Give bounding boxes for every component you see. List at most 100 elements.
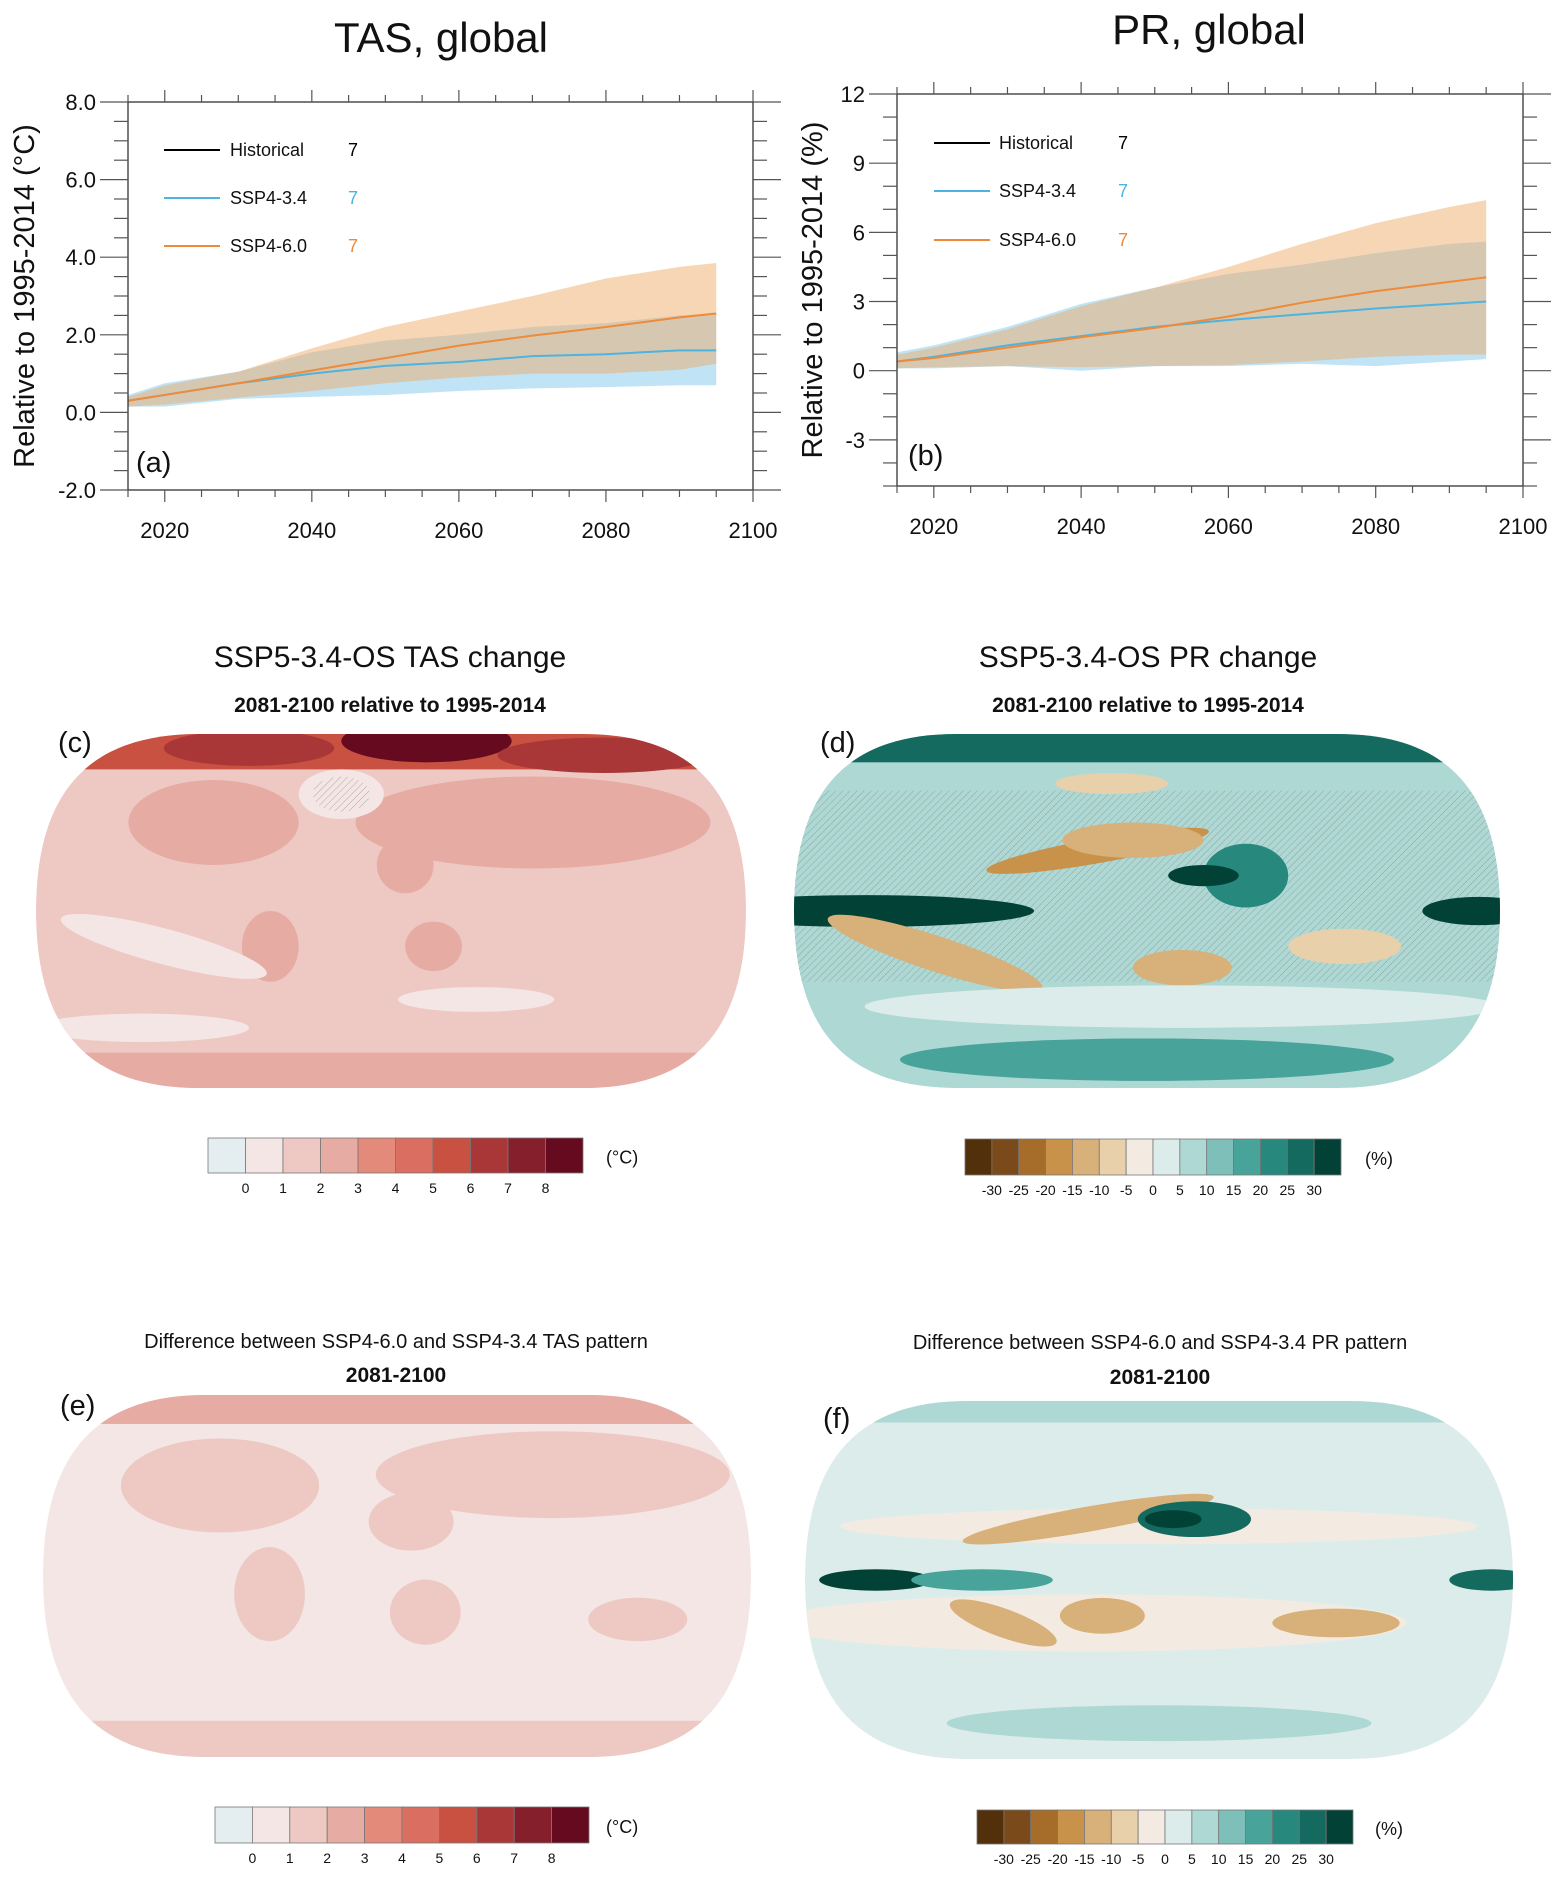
map-region — [911, 1569, 1053, 1591]
colorbar-swatch — [357, 1137, 396, 1174]
panel-label: (b) — [908, 440, 943, 472]
legend-label: Historical — [230, 140, 304, 160]
x-tick-label: 2020 — [909, 514, 958, 539]
colorbar-tick-label: 1 — [286, 1850, 294, 1866]
colorbar-unit: (°C) — [606, 1148, 638, 1168]
colorbar-tick-label: -30 — [982, 1182, 1002, 1198]
legend-count: 7 — [348, 236, 358, 256]
x-tick-label: 2080 — [1351, 514, 1400, 539]
legend-label: SSP4-6.0 — [999, 230, 1076, 250]
ssp4-3.4-range-band — [128, 313, 717, 407]
antarctic-region — [43, 1720, 751, 1757]
colorbar-tick-label: 25 — [1291, 1851, 1307, 1867]
colorbar-tick-label: 1 — [279, 1180, 287, 1196]
colorbar-swatch — [1045, 1138, 1073, 1176]
colorbar-swatch — [551, 1806, 590, 1844]
colorbar-swatch — [1030, 1809, 1058, 1845]
colorbar-tick-label: -25 — [1009, 1182, 1029, 1198]
map-region — [588, 1597, 688, 1642]
colorbar-swatch — [991, 1138, 1020, 1176]
map-region — [375, 1431, 730, 1519]
chart-title: TAS, global — [334, 14, 548, 61]
x-tick-label: 2020 — [140, 518, 189, 543]
colorbar-swatch — [976, 1809, 1005, 1845]
colorbar-tick-label: 20 — [1253, 1182, 1269, 1198]
colorbar-swatch — [1003, 1809, 1032, 1845]
colorbar-tick-label: 8 — [548, 1850, 556, 1866]
colorbar-tick-label: 5 — [1188, 1851, 1196, 1867]
colorbar-tick-label: -15 — [1074, 1851, 1094, 1867]
map-region — [1449, 1569, 1513, 1591]
colorbar-swatch — [320, 1137, 359, 1174]
map-region — [389, 1579, 461, 1645]
colorbar-swatch — [1313, 1138, 1342, 1176]
colorbar-swatch — [470, 1137, 509, 1174]
map-region — [398, 987, 555, 1012]
colorbar-swatch — [1298, 1809, 1327, 1845]
x-tick-label: 2060 — [1204, 514, 1253, 539]
map-region — [234, 1547, 305, 1642]
map-panel-f: Difference between SSP4-6.0 and SSP4-3.4… — [805, 1332, 1513, 1867]
y-tick-label: 6 — [853, 220, 865, 245]
colorbar-tick-label: -25 — [1021, 1851, 1041, 1867]
colorbar-swatch — [1125, 1138, 1154, 1176]
colorbar-swatch — [1206, 1138, 1234, 1176]
map-region — [899, 1038, 1395, 1081]
y-tick-label: 9 — [853, 151, 865, 176]
map-region — [1168, 864, 1239, 887]
map-region — [949, 1599, 1057, 1647]
colorbar-tick-label: -20 — [1035, 1182, 1055, 1198]
legend-label: SSP4-3.4 — [999, 181, 1076, 201]
y-tick-label: 3 — [853, 290, 865, 315]
y-tick-label: 4.0 — [65, 245, 96, 270]
colorbar-tick-label: 30 — [1318, 1851, 1334, 1867]
colorbar-tick-label: 4 — [398, 1850, 406, 1866]
colorbar-tick-label: 15 — [1238, 1851, 1254, 1867]
colorbar-swatch — [1057, 1809, 1085, 1845]
line-chart-b: PR, global Relative to 1995-2014 (%) 2020 2… — [797, 6, 1551, 539]
colorbar-swatch — [513, 1806, 553, 1844]
colorbar-tick-label: 10 — [1211, 1851, 1227, 1867]
colorbar-tick-label: 3 — [361, 1850, 369, 1866]
map-region — [1059, 1597, 1145, 1634]
colorbar-tick-label: -30 — [994, 1851, 1014, 1867]
x-tick-label: 2100 — [729, 518, 778, 543]
map-subtitle: 2081-2100 relative to 1995-2014 — [234, 694, 546, 717]
y-axis-label: Relative to 1995-2014 (°C) — [9, 124, 41, 468]
colorbar-tick-label: -5 — [1120, 1182, 1133, 1198]
legend-label: SSP4-3.4 — [230, 188, 307, 208]
colorbar-tick-label: 0 — [242, 1180, 250, 1196]
colorbar-swatch — [245, 1137, 284, 1174]
map-region — [1288, 928, 1402, 965]
colorbar-unit: (°C) — [606, 1817, 638, 1837]
colorbar-tick-label: 4 — [392, 1180, 400, 1196]
map-field — [43, 1395, 751, 1757]
panel-label: (d) — [820, 727, 855, 759]
colorbar-tick-label: 6 — [467, 1180, 475, 1196]
colorbar-tick-label: 7 — [504, 1180, 512, 1196]
map-region — [497, 737, 711, 773]
colorbar-tick-label: 2 — [317, 1180, 325, 1196]
chart-title: PR, global — [1112, 6, 1306, 53]
map-region — [376, 836, 434, 894]
map-region — [1144, 1510, 1202, 1529]
y-tick-label: 0.0 — [65, 400, 96, 425]
map-region — [163, 734, 335, 766]
panel-label: (f) — [823, 1403, 850, 1435]
colorbar-swatch — [507, 1137, 546, 1174]
x-tick-label: 2040 — [1057, 514, 1106, 539]
map-region — [1422, 896, 1500, 926]
colorbar-swatch — [282, 1137, 321, 1174]
map-field — [805, 1401, 1513, 1759]
colorbar-swatch — [326, 1806, 366, 1844]
line-chart-a: TAS, global Relative to 1995-2014 (°C) 202… — [9, 14, 781, 543]
y-tick-label: 12 — [841, 82, 865, 107]
hatching — [312, 776, 370, 812]
legend-count: 7 — [1118, 133, 1128, 153]
ssp4-3.4-range-band — [897, 241, 1487, 371]
colorbar-unit: (%) — [1365, 1149, 1393, 1169]
x-tick-label: 2100 — [1499, 514, 1548, 539]
colorbar-swatch — [1272, 1809, 1300, 1845]
panel-label: (e) — [60, 1390, 95, 1422]
colorbar-swatch — [401, 1806, 440, 1844]
